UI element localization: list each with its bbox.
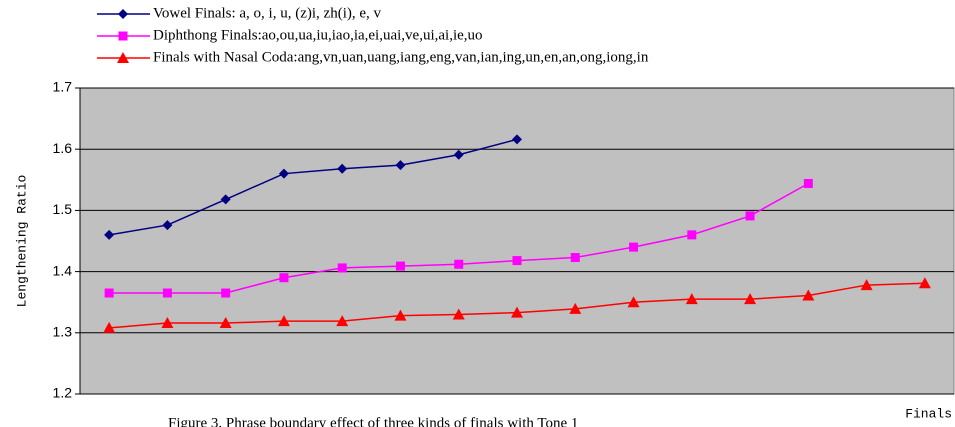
marker-triangle [277,315,290,327]
marker-square [337,263,347,273]
marker-square [570,253,580,263]
marker-square [803,178,813,188]
marker-triangle [685,293,698,305]
marker-diamond [453,149,464,160]
marker-square [512,256,522,266]
series-line [109,138,518,236]
marker-square [745,211,755,221]
marker-diamond [118,9,128,19]
y-tick-label: 1.7 [53,79,73,95]
marker-triangle [744,293,757,305]
marker-square [687,230,697,240]
marker-diamond [395,160,406,171]
marker-diamond [162,220,173,231]
marker-triangle [802,289,815,301]
marker-triangle [569,302,582,314]
marker-diamond [337,163,348,174]
marker-diamond [512,134,522,145]
plot-area [79,87,955,395]
marker-square [629,242,639,252]
marker-triangle [336,315,349,327]
marker-triangle [511,306,523,318]
marker-square [162,288,172,298]
marker-triangle [219,317,232,329]
marker-diamond [220,194,231,205]
marker-triangle [918,277,931,289]
marker-triangle [860,279,873,291]
y-axis-title: Lengthening Ratio [14,175,29,308]
marker-triangle [627,296,640,308]
marker-diamond [278,168,289,179]
marker-diamond [104,229,115,240]
marker-triangle [394,309,407,321]
marker-triangle [103,321,116,333]
marker-triangle [117,52,129,63]
legend-label: Diphthong Finals:ao,ou,ua,iu,iao,ia,ei,u… [153,27,483,43]
x-axis-title: Finals [905,406,952,421]
y-tick-label: 1.5 [53,201,73,217]
legend-label: Vowel Finals: a, o, i, u, (z)i, zh(i), e… [153,5,382,21]
y-tick-label: 1.3 [53,324,73,340]
y-tick-label: 1.2 [53,385,73,401]
marker-square [104,288,114,298]
y-tick-label: 1.6 [53,140,73,156]
marker-square [279,273,289,283]
marker-triangle [161,317,174,329]
marker-square [118,31,128,41]
marker-square [395,261,405,271]
marker-square [221,288,231,298]
legend-label: Finals with Nasal Coda:ang,vn,uan,uang,i… [153,49,649,65]
marker-square [454,259,464,269]
caption: Figure 3. Phrase boundary effect of thre… [168,415,578,427]
y-tick-label: 1.4 [53,262,73,278]
marker-triangle [452,308,465,320]
